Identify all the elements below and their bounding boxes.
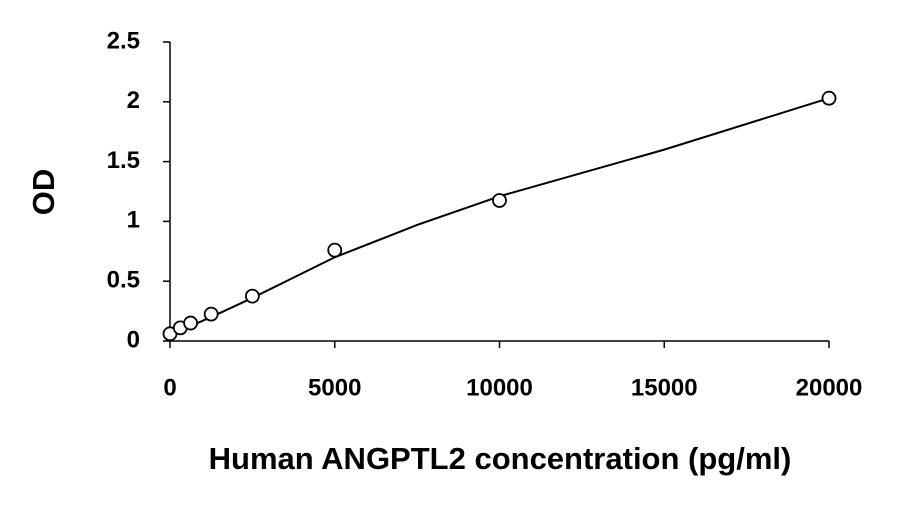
data-point [203,306,219,322]
x-tick-label: 10000 [466,374,533,401]
fit-curve [169,97,830,336]
data-point [821,90,837,106]
y-tick-label: 1 [127,207,140,234]
y-tick-label: 1.5 [107,147,140,174]
y-axis-title: OD [26,169,61,216]
data-point [492,193,507,208]
y-tick-label: 0 [127,326,140,353]
data-point [183,315,198,331]
x-tick-label: 15000 [631,374,698,401]
data-point [244,288,260,304]
x-axis-title: Human ANGPTL2 concentration (pg/ml) [209,441,792,476]
y-tick-label: 0.5 [107,267,140,294]
data-point [327,242,343,258]
y-tick-label: 2.5 [107,27,140,54]
x-tick-label: 0 [163,374,176,401]
x-tick-label: 5000 [308,374,361,401]
y-tick-label: 2 [127,87,140,114]
x-tick-label: 20000 [796,374,863,401]
